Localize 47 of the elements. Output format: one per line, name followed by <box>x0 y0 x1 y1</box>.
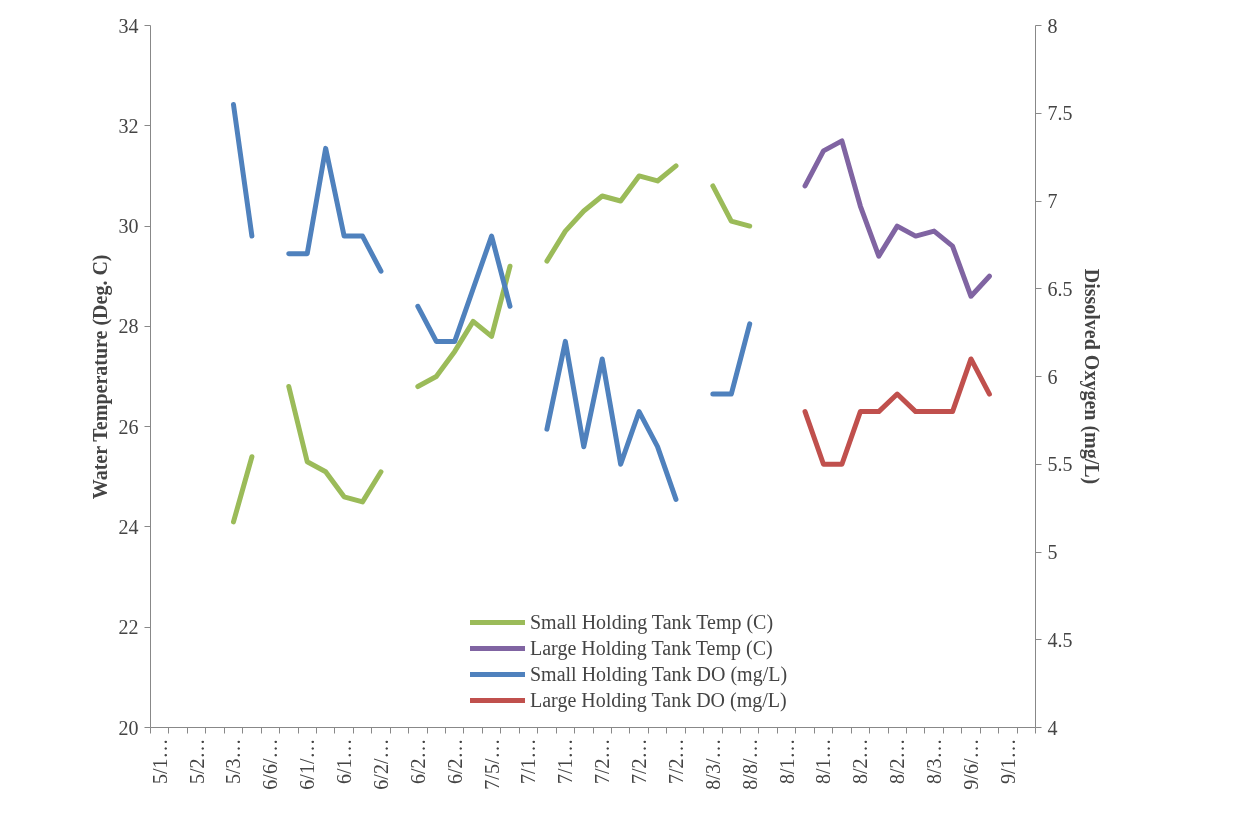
x-tick-label: 6/2… <box>443 738 466 785</box>
x-tick-label: 6/1/… <box>296 738 319 790</box>
x-tick-label: 5/3… <box>222 738 245 785</box>
legend-label: Large Holding Tank DO (mg/L) <box>530 688 787 712</box>
y2-tick-label: 8 <box>1047 14 1058 37</box>
x-tick-label: 7/2… <box>664 738 687 785</box>
x-tick-label: 7/5/… <box>480 738 503 790</box>
y2-tick-label: 4.5 <box>1047 628 1073 651</box>
legend-label: Small Holding Tank Temp (C) <box>530 610 774 634</box>
x-tick-label: 8/8/… <box>738 738 761 790</box>
y-tick-label: 28 <box>118 315 139 338</box>
y2-tick-label: 5.5 <box>1047 453 1073 476</box>
x-tick-label: 6/6/… <box>259 738 282 790</box>
y-tick-label: 32 <box>118 114 139 137</box>
x-tick-label: 7/2… <box>591 738 614 785</box>
x-tick-label: 8/1… <box>812 738 835 785</box>
x-tick-label: 7/1… <box>517 738 540 785</box>
y2-axis-title: Dissolved Oxygen (mg/L) <box>1079 268 1103 485</box>
y-tick-label: 20 <box>118 716 139 739</box>
x-tick-label: 6/2/… <box>369 738 392 790</box>
x-tick-label: 8/2… <box>886 738 909 785</box>
y2-tick-label: 7 <box>1047 190 1058 212</box>
x-tick-label: 8/3/… <box>701 738 724 790</box>
y2-tick-label: 5 <box>1047 541 1058 563</box>
x-tick-label: 9/6/… <box>959 738 982 790</box>
x-tick-label: 7/2… <box>628 738 651 785</box>
x-tick-label: 8/3… <box>923 738 946 785</box>
y2-tick-label: 7.5 <box>1047 102 1073 125</box>
x-tick-label: 8/2… <box>849 738 872 785</box>
y2-tick-label: 4 <box>1047 716 1058 739</box>
x-tick-label: 6/2… <box>406 738 429 785</box>
legend-label: Small Holding Tank DO (mg/L) <box>530 662 788 686</box>
x-tick-label: 5/2… <box>185 738 208 785</box>
y2-tick-label: 6 <box>1047 365 1058 388</box>
x-tick-label: 9/1… <box>996 738 1019 785</box>
x-tick-label: 5/1… <box>148 738 171 785</box>
x-tick-label: 6/1… <box>333 738 356 785</box>
y-tick-label: 22 <box>118 616 139 639</box>
legend-label: Large Holding Tank Temp (C) <box>530 636 773 660</box>
x-tick-label: 8/1… <box>775 738 798 785</box>
y-axis-title: Water Temperature (Deg. C) <box>88 254 112 500</box>
x-tick-label: 7/1… <box>554 738 577 785</box>
y-tick-label: 30 <box>118 215 139 238</box>
y-tick-label: 34 <box>118 14 139 37</box>
y-tick-label: 26 <box>118 415 139 438</box>
y-tick-label: 24 <box>118 515 139 538</box>
y2-tick-label: 6.5 <box>1047 277 1073 300</box>
